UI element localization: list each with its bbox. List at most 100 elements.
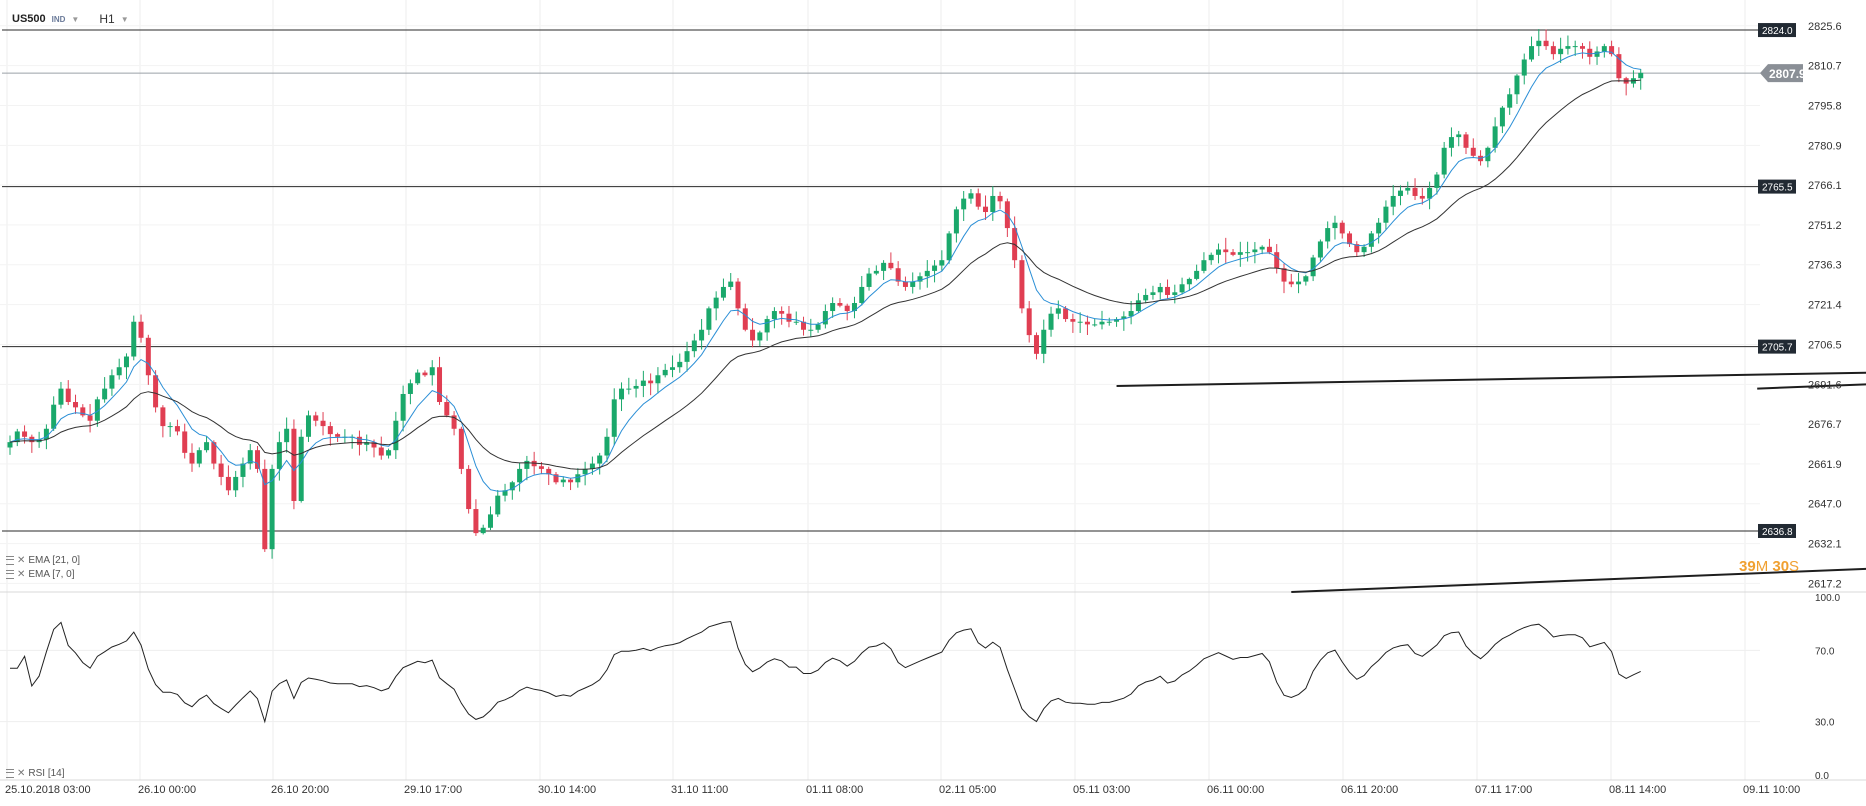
rsi-tick-label: 70.0	[1815, 646, 1835, 657]
candle-body	[1245, 252, 1251, 254]
candle-body	[1114, 319, 1120, 322]
candle-body	[1186, 278, 1192, 285]
price-tick-label: 2706.5	[1808, 339, 1842, 351]
ema-line	[9, 79, 1641, 470]
candle-body	[386, 450, 392, 456]
candle-body	[356, 436, 362, 445]
candle-body	[320, 420, 326, 427]
candle-body	[1514, 75, 1520, 95]
candle-body	[1616, 54, 1622, 79]
channel-line-upper-short	[1116, 371, 1866, 387]
indicator-legend-ema21[interactable]: ✕ EMA [21, 0]	[6, 555, 80, 566]
candle-body	[611, 399, 617, 437]
candle-body	[1026, 308, 1032, 336]
candle-body	[22, 431, 28, 437]
candle-body	[910, 281, 916, 287]
candle-body	[407, 383, 413, 394]
candle-body	[1609, 46, 1615, 55]
candle-body	[1055, 308, 1061, 314]
level-tag	[1758, 523, 1796, 538]
horizontal-levels: 2824.0 2765.5 2705.7 2636.8 2807.9	[2, 23, 1806, 538]
candle-body	[1070, 319, 1076, 322]
candle-body	[255, 450, 261, 469]
close-icon[interactable]: ✕	[17, 569, 26, 580]
price-tick-label: 2766.1	[1808, 180, 1842, 192]
candle-body	[728, 281, 734, 287]
candle-body	[604, 436, 610, 456]
indicator-label: EMA [7, 0]	[28, 569, 75, 580]
candle-body	[153, 375, 159, 408]
candle-body	[1019, 260, 1025, 309]
candle-body	[1412, 187, 1418, 196]
time-tick-label: 07.11 17:00	[1475, 784, 1532, 796]
price-tick-label: 2825.6	[1808, 21, 1842, 33]
candle-body	[1441, 147, 1447, 175]
level-tag-label: 2705.7	[1762, 343, 1793, 354]
candle-body	[844, 305, 850, 312]
time-tick-label: 26.10 00:00	[138, 784, 196, 796]
candle-body	[706, 308, 712, 330]
candle-body	[1419, 195, 1425, 199]
candle-body	[1325, 228, 1331, 242]
time-axis: 25.10.2018 03:00 26.10 00:00 26.10 20:00 29…	[5, 784, 1800, 796]
candle-body	[73, 402, 79, 408]
candle-body	[691, 340, 697, 352]
candle-body	[1092, 324, 1098, 326]
candle-body	[284, 428, 290, 443]
candle-body	[14, 431, 20, 443]
symbol-label[interactable]: US500	[12, 13, 46, 25]
candle-body	[1485, 147, 1491, 162]
time-tick-label: 09.11 10:00	[1743, 784, 1800, 796]
candle-body	[65, 388, 71, 403]
candle-body	[742, 308, 748, 330]
candle-body	[313, 415, 319, 421]
candle-body	[364, 442, 370, 445]
timeframe-selector[interactable]: H1	[99, 12, 115, 26]
indicator-legend-ema7[interactable]: ✕ EMA [7, 0]	[6, 569, 75, 580]
candle-body	[487, 514, 493, 528]
settings-icon[interactable]	[6, 556, 14, 565]
close-icon[interactable]: ✕	[17, 555, 26, 566]
candle-body	[851, 303, 857, 312]
candle-body	[160, 407, 166, 427]
candle-body	[1179, 284, 1185, 293]
candle-body	[1536, 40, 1542, 47]
candle-body	[881, 262, 887, 271]
time-tick-label: 25.10.2018 03:00	[5, 784, 91, 796]
candle-body	[204, 442, 210, 451]
chart-header: US500 IND ▼ H1 ▼	[12, 12, 129, 26]
close-icon[interactable]: ✕	[17, 768, 26, 779]
candle-body	[997, 195, 1003, 202]
candle-body	[873, 270, 879, 274]
candle-body	[1390, 195, 1396, 207]
candle-body	[837, 303, 843, 306]
candle-body	[1150, 292, 1156, 295]
candle-body	[662, 369, 668, 376]
candle-body	[1470, 147, 1476, 156]
level-tag-label: 2824.0	[1762, 26, 1793, 37]
candle-body	[560, 479, 566, 483]
candle-body	[932, 265, 938, 271]
indicator-legend-rsi[interactable]: ✕ RSI [14]	[6, 768, 65, 779]
candle-body	[626, 388, 632, 390]
candle-body	[1572, 46, 1578, 48]
candle-body	[720, 286, 726, 298]
candle-body	[444, 402, 450, 416]
candle-body	[1223, 249, 1229, 253]
candle-body	[801, 321, 807, 330]
candle-body	[1194, 270, 1200, 279]
chevron-down-icon[interactable]: ▼	[120, 14, 129, 24]
market-badge: IND	[51, 14, 66, 24]
candle-body	[400, 393, 406, 421]
candle-body	[327, 426, 333, 435]
candle-body	[764, 319, 770, 333]
candle-body	[1157, 286, 1163, 293]
candle-body	[1259, 246, 1265, 250]
candle-body	[538, 466, 544, 469]
chevron-down-icon[interactable]: ▼	[71, 14, 80, 24]
candle-body	[1128, 311, 1134, 317]
level-tag-label: 2636.8	[1762, 527, 1793, 538]
settings-icon[interactable]	[6, 570, 14, 579]
settings-icon[interactable]	[6, 769, 14, 778]
